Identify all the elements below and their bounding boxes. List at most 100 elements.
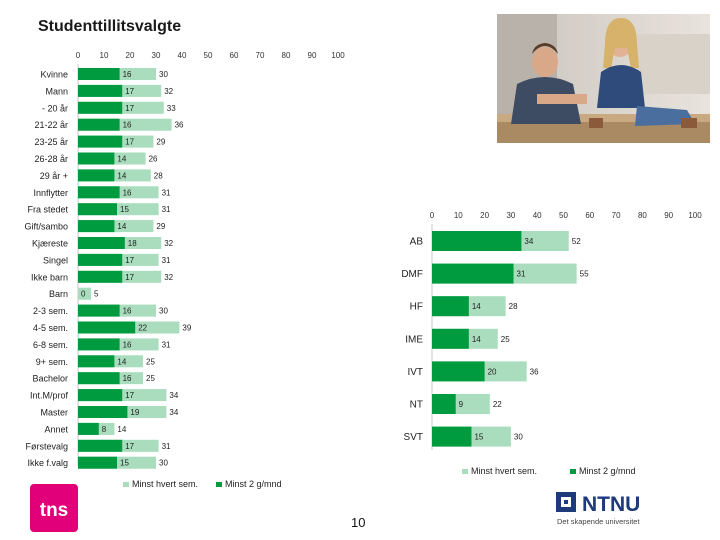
x-tick-label: 80 — [638, 211, 647, 220]
category-label: NT — [410, 400, 423, 411]
data-label-minst-2-g-mnd: 22 — [138, 324, 147, 333]
data-label-minst-2-g-mnd: 14 — [472, 335, 481, 344]
x-tick-label: 80 — [282, 51, 291, 60]
data-label-minst-hvert-sem: 34 — [169, 391, 178, 400]
data-label-minst-2-g-mnd: 17 — [125, 391, 134, 400]
data-label-minst-2-g-mnd: 9 — [459, 400, 464, 409]
data-label-minst-2-g-mnd: 14 — [117, 155, 126, 164]
bar-minst-2-g-mnd — [78, 338, 120, 351]
data-label-minst-2-g-mnd: 15 — [474, 433, 483, 442]
category-label: 9+ sem. — [36, 357, 68, 367]
data-label-minst-hvert-sem: 29 — [156, 222, 165, 231]
data-label-minst-hvert-sem: 28 — [154, 171, 163, 180]
x-tick-label: 50 — [204, 51, 213, 60]
category-label: 4-5 sem. — [33, 323, 68, 333]
data-label-minst-hvert-sem: 39 — [182, 324, 191, 333]
students-photo — [497, 14, 710, 143]
data-label-minst-hvert-sem: 29 — [156, 138, 165, 147]
data-label-minst-hvert-sem: 34 — [169, 408, 178, 417]
bar-minst-2-g-mnd — [78, 372, 120, 385]
category-label: Innflytter — [33, 188, 68, 198]
category-label: Kjæreste — [32, 239, 68, 249]
data-label-minst-2-g-mnd: 17 — [125, 256, 134, 265]
page-title: Studenttillitsvalgte — [38, 18, 182, 35]
data-label-minst-hvert-sem: 32 — [164, 239, 173, 248]
data-label-minst-2-g-mnd: 8 — [102, 425, 107, 434]
x-tick-label: 90 — [308, 51, 317, 60]
category-label: HF — [410, 302, 423, 313]
data-label-minst-2-g-mnd: 17 — [125, 87, 134, 96]
data-label-minst-hvert-sem: 30 — [159, 307, 168, 316]
bar-minst-2-g-mnd — [78, 169, 115, 182]
x-tick-label: 90 — [664, 211, 673, 220]
legend-label: Minst hvert sem. — [132, 479, 198, 489]
bar-minst-2-g-mnd — [432, 328, 469, 349]
data-label-minst-hvert-sem: 31 — [162, 205, 171, 214]
x-tick-label: 100 — [331, 51, 345, 60]
category-label: Barn — [49, 289, 68, 299]
category-label: 6-8 sem. — [33, 340, 68, 350]
data-label-minst-hvert-sem: 52 — [572, 237, 581, 246]
bar-minst-2-g-mnd — [432, 231, 522, 251]
bar-minst-2-g-mnd — [78, 135, 123, 148]
data-label-minst-hvert-sem: 36 — [175, 121, 184, 130]
legend-swatch-minst-hvert-sem — [462, 469, 468, 474]
data-label-minst-hvert-sem: 30 — [159, 459, 168, 468]
category-label: Annet — [44, 424, 68, 434]
page-number: 10 — [351, 515, 366, 530]
legend-label: Minst 2 g/mnd — [579, 466, 636, 476]
data-label-minst-2-g-mnd: 20 — [488, 367, 497, 376]
data-label-minst-2-g-mnd: 16 — [123, 121, 132, 130]
data-label-minst-hvert-sem: 31 — [162, 340, 171, 349]
bar-minst-2-g-mnd — [78, 220, 115, 233]
category-label: Ikke f.valg — [27, 458, 68, 468]
data-label-minst-2-g-mnd: 16 — [123, 340, 132, 349]
bar-minst-2-g-mnd — [432, 361, 485, 382]
x-tick-label: 100 — [688, 211, 702, 220]
data-label-minst-hvert-sem: 22 — [493, 400, 502, 409]
category-label: Int.M/prof — [30, 391, 69, 401]
bar-minst-2-g-mnd — [78, 101, 123, 114]
data-label-minst-2-g-mnd: 15 — [120, 459, 129, 468]
category-label: Kvinne — [40, 70, 68, 80]
x-tick-label: 0 — [76, 51, 81, 60]
bar-minst-2-g-mnd — [78, 203, 117, 216]
category-label: AB — [410, 237, 424, 248]
data-label-minst-2-g-mnd: 14 — [472, 302, 481, 311]
data-label-minst-hvert-sem: 25 — [501, 335, 510, 344]
data-label-minst-2-g-mnd: 19 — [130, 408, 139, 417]
data-label-minst-2-g-mnd: 16 — [123, 307, 132, 316]
category-label: 26-28 år — [34, 154, 68, 164]
svg-text:Det skapende universitet: Det skapende universitet — [557, 517, 640, 526]
data-label-minst-hvert-sem: 14 — [117, 425, 126, 434]
ntnu-logo: NTNU Det skapende universitet — [556, 492, 640, 526]
data-label-minst-2-g-mnd: 15 — [120, 205, 129, 214]
bar-minst-2-g-mnd — [432, 263, 514, 284]
data-label-minst-2-g-mnd: 16 — [123, 374, 132, 383]
data-label-minst-hvert-sem: 28 — [509, 302, 518, 311]
data-label-minst-2-g-mnd: 14 — [117, 222, 126, 231]
x-tick-label: 70 — [256, 51, 265, 60]
tns-logo: tns — [30, 484, 78, 532]
category-label: Gift/sambo — [24, 222, 68, 232]
category-label: SVT — [404, 432, 423, 443]
data-label-minst-hvert-sem: 31 — [162, 256, 171, 265]
data-label-minst-2-g-mnd: 17 — [125, 138, 134, 147]
bar-minst-2-g-mnd — [78, 355, 115, 368]
legend-swatch-minst-2-g-mnd — [570, 469, 576, 474]
category-label: Bachelor — [32, 374, 68, 384]
x-tick-label: 40 — [178, 51, 187, 60]
legend-label: Minst 2 g/mnd — [225, 479, 282, 489]
data-label-minst-2-g-mnd: 0 — [81, 290, 86, 299]
x-tick-label: 30 — [152, 51, 161, 60]
x-tick-label: 30 — [506, 211, 515, 220]
data-label-minst-2-g-mnd: 14 — [117, 357, 126, 366]
x-tick-label: 50 — [559, 211, 568, 220]
category-label: Førstevalg — [25, 441, 68, 451]
x-tick-label: 70 — [612, 211, 621, 220]
x-tick-label: 0 — [430, 211, 435, 220]
x-tick-label: 60 — [230, 51, 239, 60]
legend-swatch-minst-hvert-sem — [123, 482, 129, 487]
x-tick-label: 10 — [100, 51, 109, 60]
bar-minst-2-g-mnd — [78, 186, 120, 199]
